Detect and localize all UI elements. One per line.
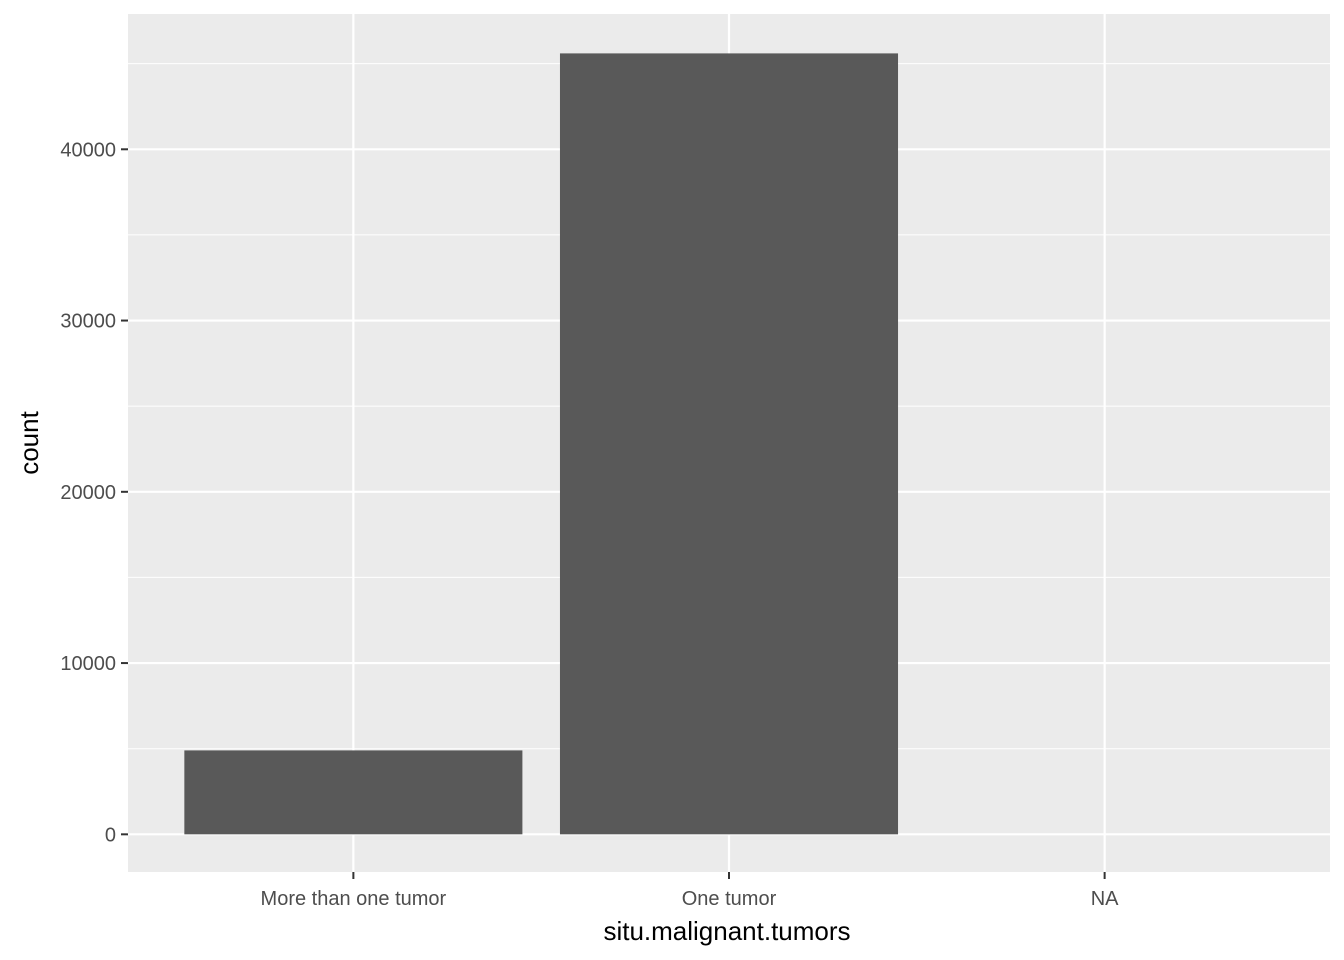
y-tick-label: 10000 xyxy=(60,653,116,675)
x-axis: More than one tumor One tumor NA xyxy=(261,872,1119,910)
y-tick-label: 40000 xyxy=(60,139,116,161)
y-tick-label: 0 xyxy=(105,824,116,846)
bar xyxy=(559,53,899,835)
bars xyxy=(184,53,899,835)
bar xyxy=(184,750,523,835)
y-axis: 0 10000 20000 30000 40000 xyxy=(60,139,128,846)
x-tick-label: More than one tumor xyxy=(261,888,447,910)
x-axis-title: situ.malignant.tumors xyxy=(603,916,850,946)
x-tick-label: NA xyxy=(1091,888,1119,910)
y-axis-title: count xyxy=(14,410,44,474)
y-tick-label: 20000 xyxy=(60,482,116,504)
y-tick-label: 30000 xyxy=(60,311,116,333)
x-tick-label: One tumor xyxy=(682,888,777,910)
